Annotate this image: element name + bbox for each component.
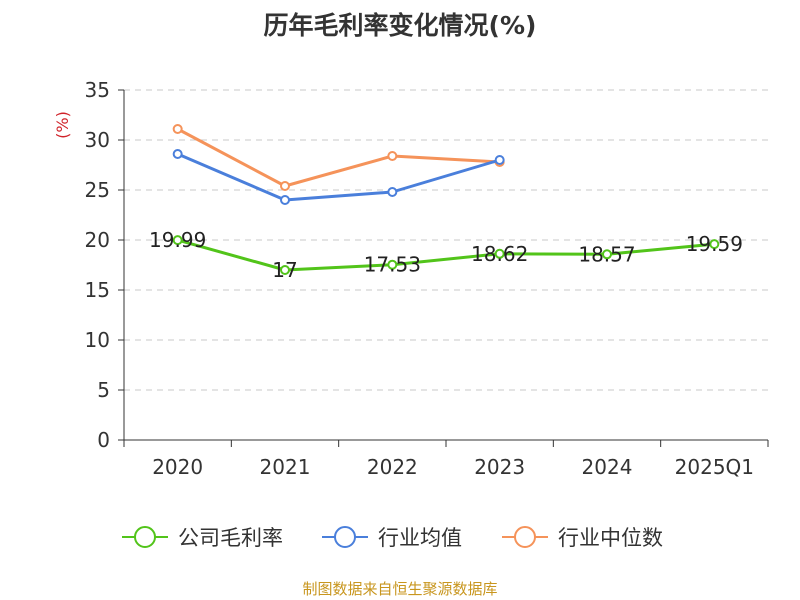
series-line: [177, 152, 501, 202]
y-tick-label: 10: [85, 328, 110, 352]
source-note: 制图数据来自恒生聚源数据库: [302, 580, 498, 598]
data-point: [172, 124, 183, 134]
data-label: 17.53: [364, 253, 421, 277]
chart-title: 历年毛利率变化情况(%): [263, 11, 537, 40]
data-point: [172, 149, 183, 159]
y-tick-label: 15: [85, 278, 110, 302]
x-tick-label: 2020: [152, 455, 203, 479]
y-tick-label: 25: [85, 178, 110, 202]
data-label: 18.62: [471, 242, 528, 266]
data-point: [387, 151, 398, 161]
legend-marker: [134, 526, 156, 548]
y-axis-label: (%): [53, 111, 72, 139]
legend-label: 行业均值: [378, 526, 462, 550]
x-tick-label: 2021: [260, 455, 311, 479]
legend-marker: [334, 526, 356, 548]
y-tick-label: 35: [85, 78, 110, 102]
data-label: 18.57: [578, 242, 635, 266]
series-line: [176, 127, 500, 188]
data-label: 19.99: [149, 228, 206, 252]
legend-marker: [514, 526, 536, 548]
data-point: [280, 195, 290, 205]
y-tick-label: 20: [85, 228, 110, 252]
data-point: [709, 239, 720, 250]
data-label: 19.59: [686, 232, 743, 256]
x-tick-label: 2022: [367, 455, 418, 479]
x-tick-label: 2023: [474, 455, 525, 479]
legend-label: 公司毛利率: [178, 526, 283, 550]
data-point: [280, 265, 290, 275]
data-point: [387, 259, 398, 270]
data-point: [172, 235, 183, 246]
data-label: 17: [272, 258, 297, 282]
data-point: [280, 181, 290, 191]
y-tick-label: 0: [97, 428, 110, 452]
data-point: [494, 248, 505, 259]
x-tick-label: 2024: [582, 455, 633, 479]
y-tick-label: 5: [97, 378, 110, 402]
data-point: [387, 187, 398, 197]
data-point: [602, 249, 612, 260]
y-tick-label: 30: [85, 128, 110, 152]
series-line: [177, 238, 715, 272]
x-tick-label: 2025Q1: [675, 455, 754, 479]
legend-label: 行业中位数: [558, 526, 663, 550]
data-point: [494, 155, 505, 165]
